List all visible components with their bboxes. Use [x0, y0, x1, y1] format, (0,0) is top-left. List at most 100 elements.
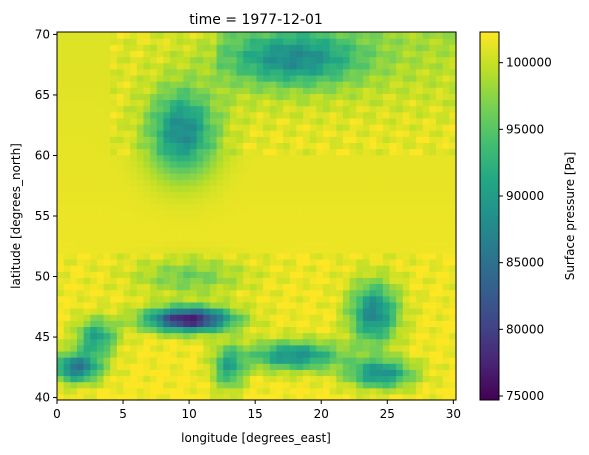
heatmap-cell	[63, 81, 71, 88]
heatmap-cell	[123, 160, 131, 168]
heatmap-cell	[429, 301, 437, 309]
heatmap-cell	[276, 105, 284, 113]
heatmap-cell	[356, 252, 364, 260]
heatmap-cell	[329, 216, 337, 223]
heatmap-cell	[263, 99, 271, 107]
heatmap-cell	[150, 387, 158, 395]
heatmap-cell	[416, 289, 424, 297]
heatmap-cell	[116, 56, 125, 64]
heatmap-cell	[309, 203, 317, 211]
heatmap-cell	[409, 393, 417, 401]
heatmap-cell	[163, 252, 171, 260]
heatmap-cell	[369, 197, 377, 205]
heatmap-cell	[176, 326, 184, 334]
heatmap-cell	[203, 124, 211, 131]
heatmap-cell	[203, 289, 211, 297]
heatmap-cell	[70, 68, 78, 76]
heatmap-cell	[223, 222, 231, 229]
heatmap-cell	[130, 338, 138, 346]
heatmap-cell	[356, 258, 364, 266]
heatmap-cell	[209, 136, 218, 143]
heatmap-cell	[110, 216, 118, 223]
heatmap-cell	[436, 87, 444, 94]
heatmap-cell	[156, 289, 164, 297]
heatmap-cell	[376, 338, 384, 346]
heatmap-cell	[342, 301, 351, 309]
heatmap-cell	[176, 50, 184, 58]
heatmap-cell	[362, 130, 371, 137]
heatmap-cell	[336, 87, 344, 94]
heatmap-cell	[389, 375, 397, 383]
heatmap-cell	[409, 381, 417, 389]
heatmap-cell	[329, 338, 337, 346]
heatmap-cell	[449, 265, 457, 272]
heatmap-cell	[382, 105, 391, 113]
heatmap-cell	[382, 87, 391, 94]
heatmap-cell	[329, 344, 337, 352]
heatmap-cell	[116, 197, 125, 205]
heatmap-cell	[123, 105, 131, 113]
heatmap-cell	[136, 32, 145, 39]
heatmap-cell	[269, 154, 278, 162]
heatmap-cell	[429, 50, 437, 58]
heatmap-cell	[449, 314, 457, 321]
heatmap-cell	[83, 375, 91, 383]
heatmap-cell	[269, 308, 278, 315]
heatmap-cell	[283, 191, 291, 199]
heatmap-cell	[229, 50, 238, 58]
heatmap-cell	[283, 185, 291, 193]
heatmap-cell	[296, 381, 304, 389]
heatmap-cell	[422, 179, 430, 186]
heatmap-cell	[296, 222, 304, 229]
heatmap-cell	[83, 142, 91, 150]
heatmap-cell	[203, 393, 211, 401]
heatmap-cell	[336, 295, 344, 303]
heatmap-cell	[349, 320, 357, 327]
heatmap-cell	[396, 142, 404, 150]
heatmap-cell	[216, 148, 224, 156]
heatmap-cell	[183, 344, 191, 352]
heatmap-cell	[96, 68, 105, 76]
heatmap-cell	[116, 369, 125, 377]
heatmap-cell	[123, 258, 131, 266]
heatmap-cell	[236, 117, 244, 125]
heatmap-cell	[183, 160, 191, 168]
heatmap-cell	[136, 258, 145, 266]
heatmap-cell	[236, 320, 244, 327]
heatmap-cell	[309, 197, 317, 205]
heatmap-cell	[329, 87, 337, 94]
heatmap-cell	[170, 142, 178, 150]
heatmap-cell	[422, 271, 430, 278]
heatmap-cell	[83, 99, 91, 107]
heatmap-cell	[150, 136, 158, 143]
heatmap-cell	[422, 130, 430, 137]
heatmap-cell	[283, 222, 291, 229]
heatmap-cell	[176, 209, 184, 217]
heatmap-cell	[409, 111, 417, 119]
heatmap-cell	[362, 338, 371, 346]
heatmap-cell	[203, 136, 211, 143]
heatmap-cell	[442, 308, 450, 315]
heatmap-cell	[396, 222, 404, 229]
heatmap-cell	[283, 124, 291, 131]
heatmap-cell	[376, 93, 384, 101]
heatmap-cell	[103, 154, 111, 162]
heatmap-cell	[70, 185, 78, 193]
heatmap-cell	[90, 393, 98, 401]
heatmap-cell	[269, 197, 278, 205]
heatmap-cell	[156, 350, 164, 358]
heatmap-cell	[216, 105, 224, 113]
heatmap-cell	[422, 320, 430, 327]
heatmap-cell	[382, 295, 391, 303]
heatmap-cell	[190, 74, 198, 82]
heatmap-cell	[216, 136, 224, 143]
heatmap-cell	[110, 87, 118, 94]
heatmap-cell	[196, 191, 204, 199]
heatmap-cell	[289, 222, 297, 229]
heatmap-cell	[316, 369, 324, 377]
heatmap-cell	[90, 74, 98, 82]
heatmap-cell	[216, 289, 224, 297]
heatmap-cell	[362, 136, 371, 143]
heatmap-cell	[170, 387, 178, 395]
